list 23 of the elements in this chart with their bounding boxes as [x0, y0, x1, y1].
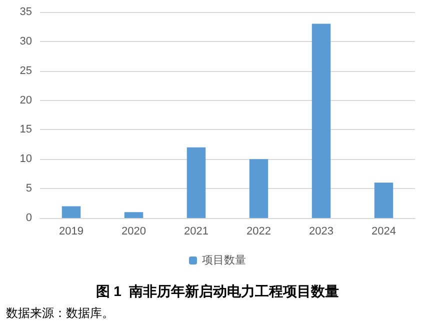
x-tick-label: 2022	[246, 226, 271, 238]
y-tick-label: 0	[26, 212, 32, 224]
bar	[62, 206, 81, 218]
bar	[124, 212, 144, 218]
x-tick-label: 2021	[184, 226, 208, 238]
x-tick-label: 2019	[59, 226, 84, 238]
y-tick-label: 10	[20, 153, 32, 166]
bar	[312, 24, 331, 218]
x-tick-label: 2024	[372, 226, 396, 238]
source-note: 数据来源：数据库。	[6, 306, 114, 320]
bar	[249, 159, 268, 218]
bar	[186, 147, 206, 218]
y-tick-label: 35	[20, 6, 32, 18]
y-tick-label: 30	[20, 35, 32, 48]
text: 图 1 南非历年新启动电力工程项目数量	[96, 283, 340, 299]
y-tick-label: 15	[20, 124, 32, 136]
x-tick-label: 2020	[122, 226, 146, 238]
x-tick-label: 2023	[309, 226, 334, 238]
y-tick-label: 5	[26, 182, 32, 195]
y-tick-label: 25	[20, 64, 32, 77]
legend-label: 项目数量	[202, 254, 246, 266]
y-tick-label: 20	[20, 94, 32, 106]
bar	[374, 182, 394, 218]
